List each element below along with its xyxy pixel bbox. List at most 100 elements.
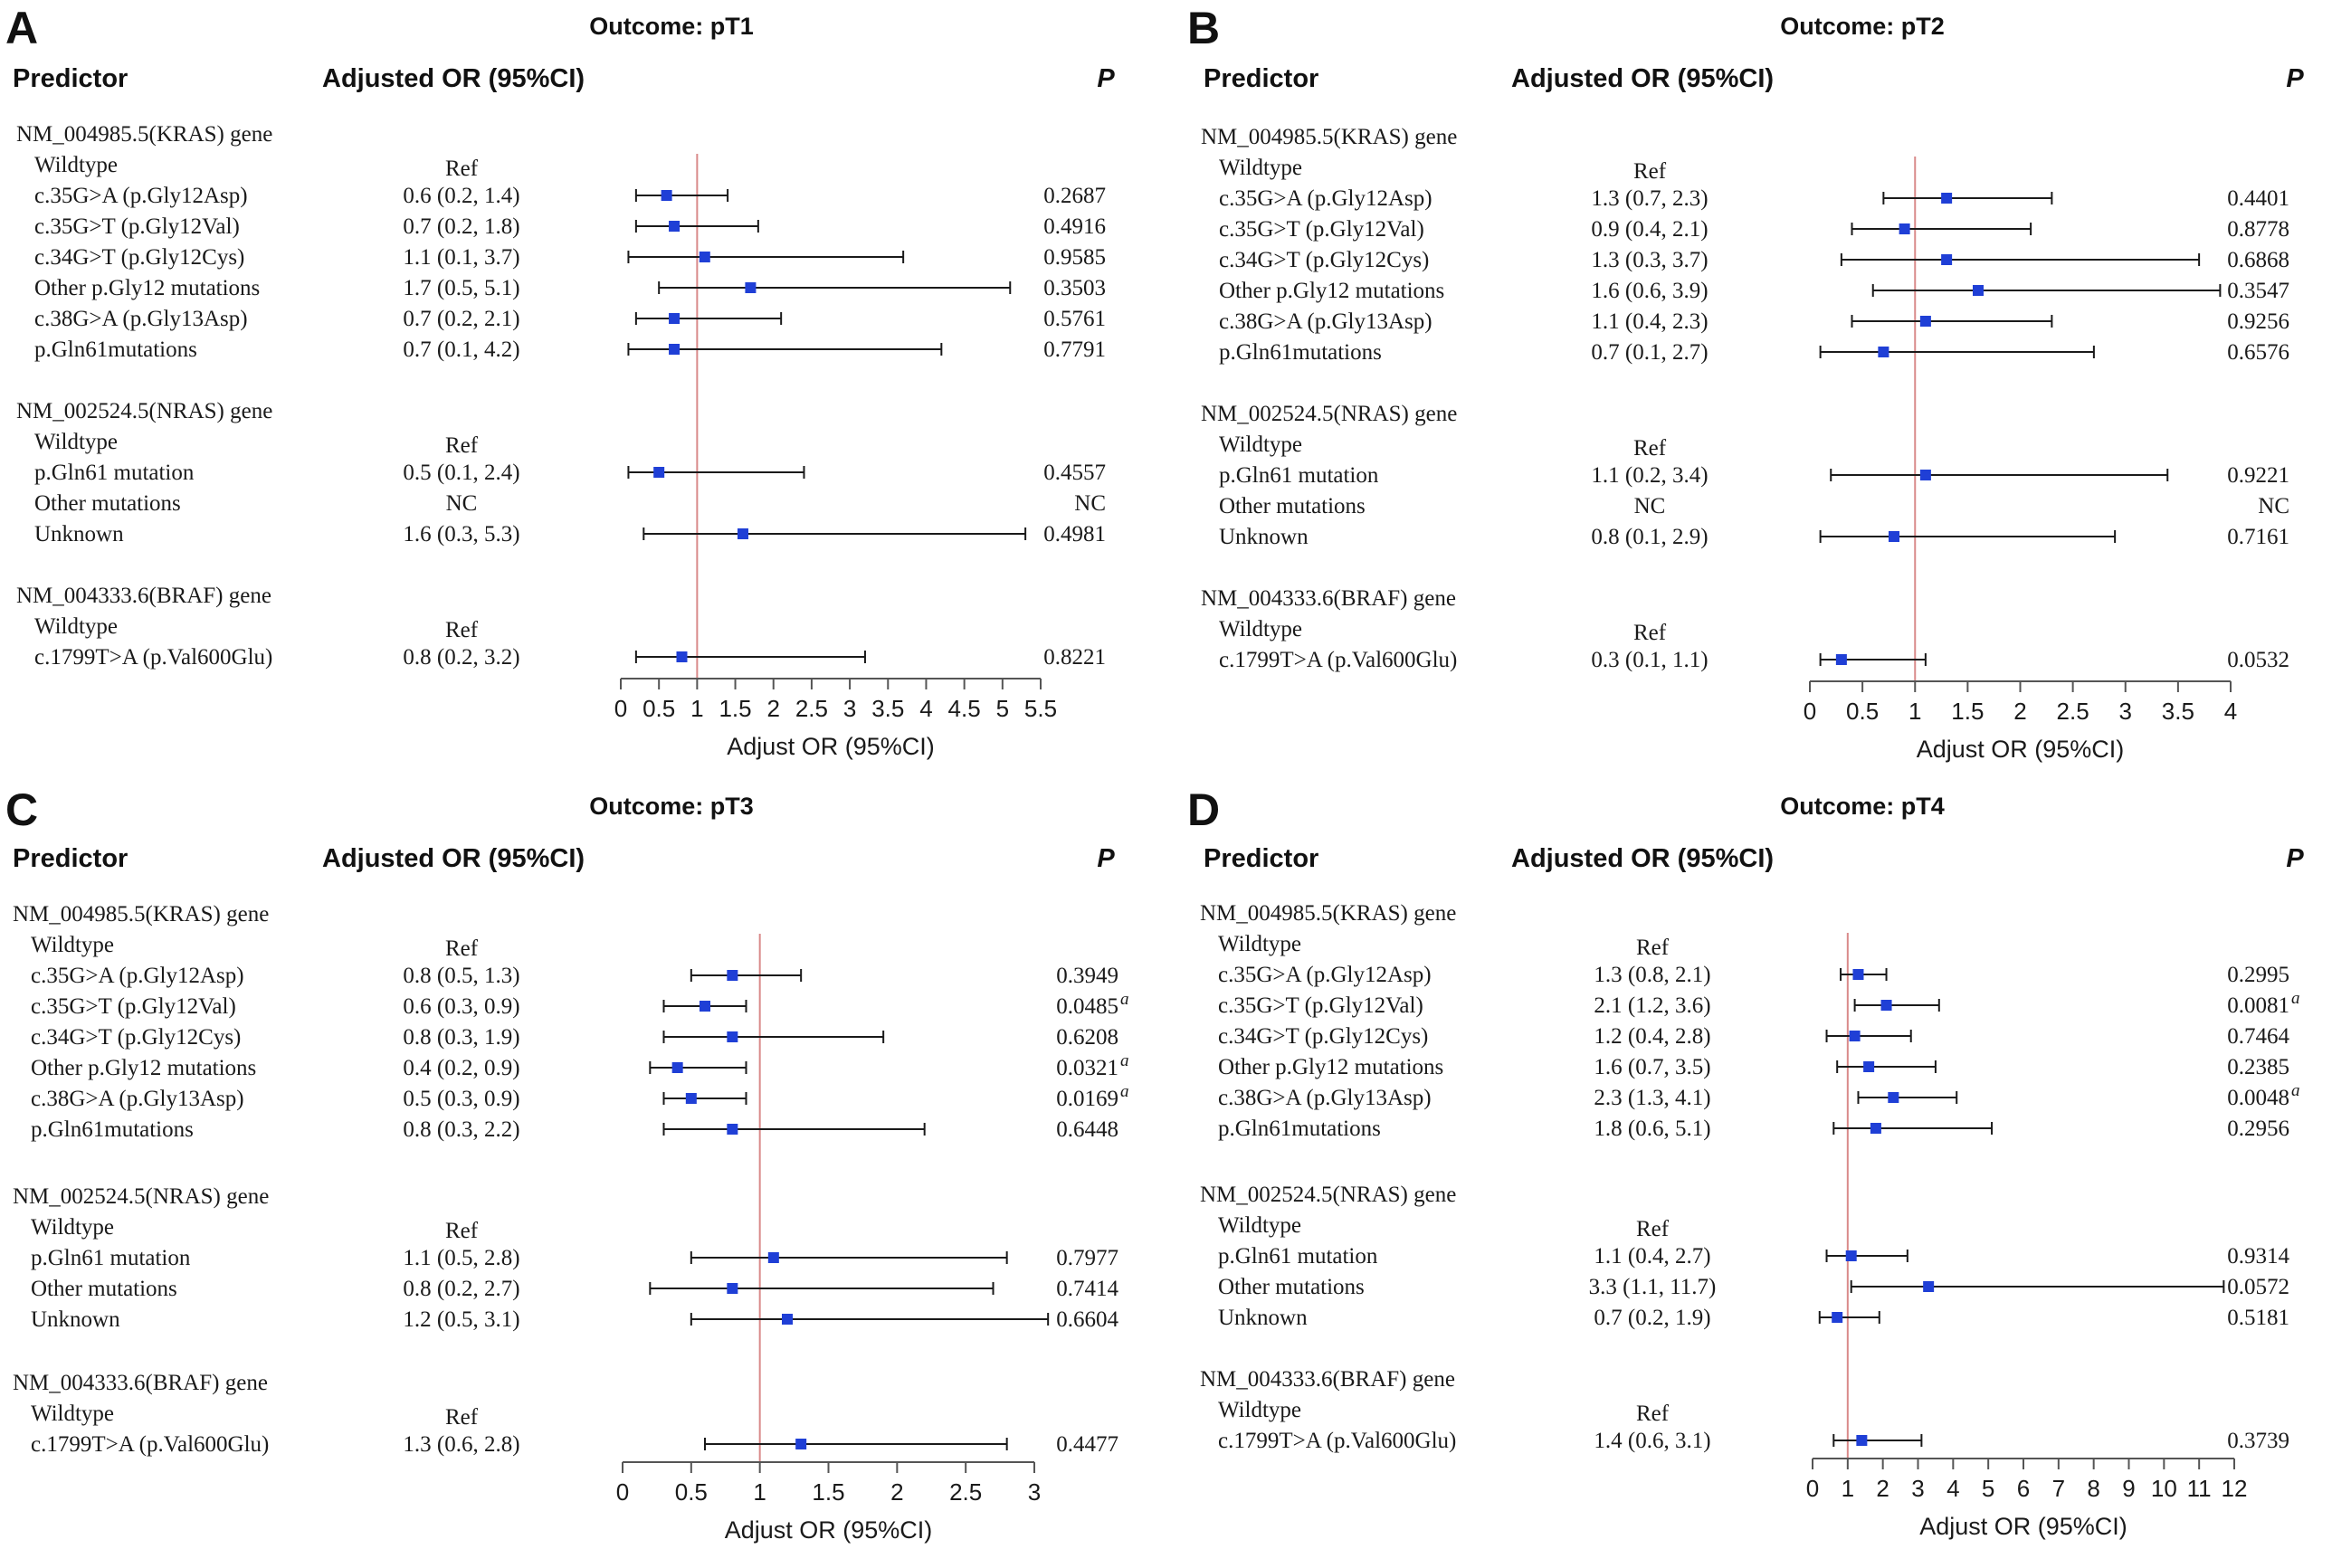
predictor-label: Wildtype	[1219, 156, 1302, 180]
p-value: 0.6208	[1056, 1025, 1118, 1050]
or-ci-text: 0.8 (0.1, 2.9)	[1591, 525, 1708, 549]
p-value: 0.2995	[2227, 963, 2289, 987]
predictor-label: Wildtype	[31, 933, 114, 957]
forest-panel-a: A Outcome: pT1 Predictor Adjusted OR (95%CI…	[5, 3, 1115, 760]
p-value: 0.2385	[2227, 1055, 2289, 1079]
or-point-marker	[727, 1031, 738, 1042]
or-ci-text: 1.2 (0.4, 2.8)	[1594, 1024, 1710, 1049]
x-axis-title: Adjust OR (95%CI)	[1917, 736, 2125, 763]
column-header-predictor: Predictor	[1204, 64, 1318, 93]
column-header-adjusted-or: Adjusted OR (95%CI)	[1511, 844, 1774, 873]
gene-label: NM_004333.6(BRAF) gene	[1201, 586, 1456, 611]
column-header-predictor: Predictor	[13, 64, 128, 93]
predictor-label: p.Gln61 mutation	[34, 461, 195, 485]
p-value: 0.0485	[1056, 994, 1118, 1019]
or-ci-text: 1.6 (0.7, 3.5)	[1594, 1055, 1710, 1079]
ref-label: Ref	[1633, 159, 1667, 184]
predictor-label: Other p.Gly12 mutations	[1218, 1055, 1443, 1079]
or-point-marker	[1899, 223, 1910, 234]
predictor-label: Other p.Gly12 mutations	[31, 1056, 256, 1080]
predictor-label: Wildtype	[34, 430, 118, 454]
or-point-marker	[1973, 285, 1984, 296]
predictor-label: p.Gln61mutations	[31, 1117, 194, 1142]
forest-panel-b: B Outcome: pT2 Predictor Adjusted OR (95%CI…	[1187, 3, 2304, 763]
x-tick-label: 1.5	[812, 1478, 844, 1506]
or-ci-text: 1.4 (0.6, 3.1)	[1594, 1429, 1710, 1453]
panels-root: A Outcome: pT1 Predictor Adjusted OR (95%CI…	[5, 3, 2304, 1544]
or-ci-text: 1.8 (0.6, 5.1)	[1594, 1117, 1710, 1141]
or-point-marker	[1832, 1312, 1843, 1323]
or-ci-text: 0.8 (0.3, 2.2)	[403, 1117, 519, 1142]
predictor-label: c.1799T>A (p.Val600Glu)	[1218, 1429, 1456, 1453]
p-value: 0.7791	[1043, 337, 1106, 362]
or-point-marker	[727, 1124, 738, 1135]
or-ci-text: NC	[446, 491, 478, 516]
or-point-marker	[745, 282, 757, 293]
p-value: 0.9314	[2227, 1244, 2289, 1269]
or-ci-text: 2.3 (1.3, 4.1)	[1594, 1086, 1710, 1110]
predictor-label: Other p.Gly12 mutations	[34, 276, 260, 300]
p-value: 0.3739	[2227, 1429, 2289, 1453]
x-tick-label: 2	[766, 695, 779, 722]
predictor-label: c.35G>A (p.Gly12Asp)	[31, 964, 244, 988]
or-point-marker	[699, 252, 710, 262]
or-point-marker	[1878, 347, 1889, 357]
predictor-label: Wildtype	[1219, 617, 1302, 641]
column-header-predictor: Predictor	[1204, 844, 1318, 873]
x-tick-label: 4	[2224, 698, 2237, 725]
x-tick-label: 3	[2119, 698, 2132, 725]
or-point-marker	[661, 190, 672, 201]
or-ci-text: 0.7 (0.2, 2.1)	[403, 307, 519, 331]
x-tick-label: 2.5	[949, 1478, 982, 1506]
x-tick-label: 3	[1911, 1475, 1924, 1502]
column-header-p-value: P	[1097, 64, 1115, 93]
x-tick-label: 0.5	[675, 1478, 708, 1506]
or-ci-text: 0.5 (0.1, 2.4)	[403, 461, 519, 485]
or-ci-text: 1.1 (0.4, 2.7)	[1594, 1244, 1710, 1269]
or-ci-text: 1.1 (0.1, 3.7)	[403, 245, 519, 270]
forest-panel-d: D Outcome: pT4 Predictor Adjusted OR (95%CI…	[1187, 784, 2304, 1540]
or-point-marker	[1888, 1092, 1899, 1103]
gene-label: NM_004333.6(BRAF) gene	[13, 1371, 268, 1395]
or-ci-text: 1.6 (0.6, 3.9)	[1591, 279, 1708, 303]
or-ci-text: 1.3 (0.7, 2.3)	[1591, 186, 1708, 211]
predictor-label: Wildtype	[34, 614, 118, 639]
or-point-marker	[669, 221, 681, 232]
x-tick-label: 7	[2052, 1475, 2065, 1502]
p-value: 0.6448	[1056, 1117, 1118, 1142]
or-point-marker	[782, 1314, 793, 1325]
x-tick-label: 1	[690, 695, 703, 722]
or-point-marker	[1941, 254, 1953, 265]
predictor-label: Unknown	[1219, 525, 1309, 549]
column-header-p-value: P	[2286, 844, 2304, 873]
predictor-label: Unknown	[1218, 1306, 1308, 1330]
panel-letter: A	[5, 3, 38, 53]
predictor-label: Other mutations	[31, 1277, 177, 1301]
x-tick-label: 0	[1804, 698, 1816, 725]
or-point-marker	[685, 1093, 697, 1104]
or-point-marker	[1889, 531, 1899, 542]
x-tick-label: 1.5	[1951, 698, 1984, 725]
predictor-label: c.34G>T (p.Gly12Cys)	[31, 1025, 241, 1050]
or-ci-text: 0.7 (0.2, 1.9)	[1594, 1306, 1710, 1330]
predictor-label: c.35G>T (p.Gly12Val)	[1218, 993, 1423, 1018]
x-tick-label: 6	[2017, 1475, 2030, 1502]
gene-label: NM_004333.6(BRAF) gene	[1200, 1367, 1455, 1392]
p-value: 0.3547	[2227, 279, 2289, 303]
predictor-label: Other mutations	[1218, 1275, 1365, 1299]
ref-label: Ref	[1633, 436, 1667, 461]
or-ci-text: 0.3 (0.1, 1.1)	[1591, 648, 1708, 672]
x-tick-label: 1	[1842, 1475, 1854, 1502]
x-tick-label: 2	[1876, 1475, 1889, 1502]
or-ci-text: 0.8 (0.5, 1.3)	[403, 964, 519, 988]
predictor-label: c.35G>A (p.Gly12Asp)	[34, 184, 248, 208]
predictor-label: c.34G>T (p.Gly12Cys)	[1218, 1024, 1428, 1049]
gene-label: NM_004985.5(KRAS) gene	[13, 902, 269, 927]
or-point-marker	[669, 344, 681, 355]
or-point-marker	[671, 1062, 683, 1073]
or-ci-text: 0.6 (0.2, 1.4)	[403, 184, 519, 208]
predictor-label: c.35G>A (p.Gly12Asp)	[1219, 186, 1432, 211]
gene-label: NM_004985.5(KRAS) gene	[16, 122, 272, 147]
x-tick-label: 3.5	[871, 695, 904, 722]
or-point-marker	[669, 313, 681, 324]
